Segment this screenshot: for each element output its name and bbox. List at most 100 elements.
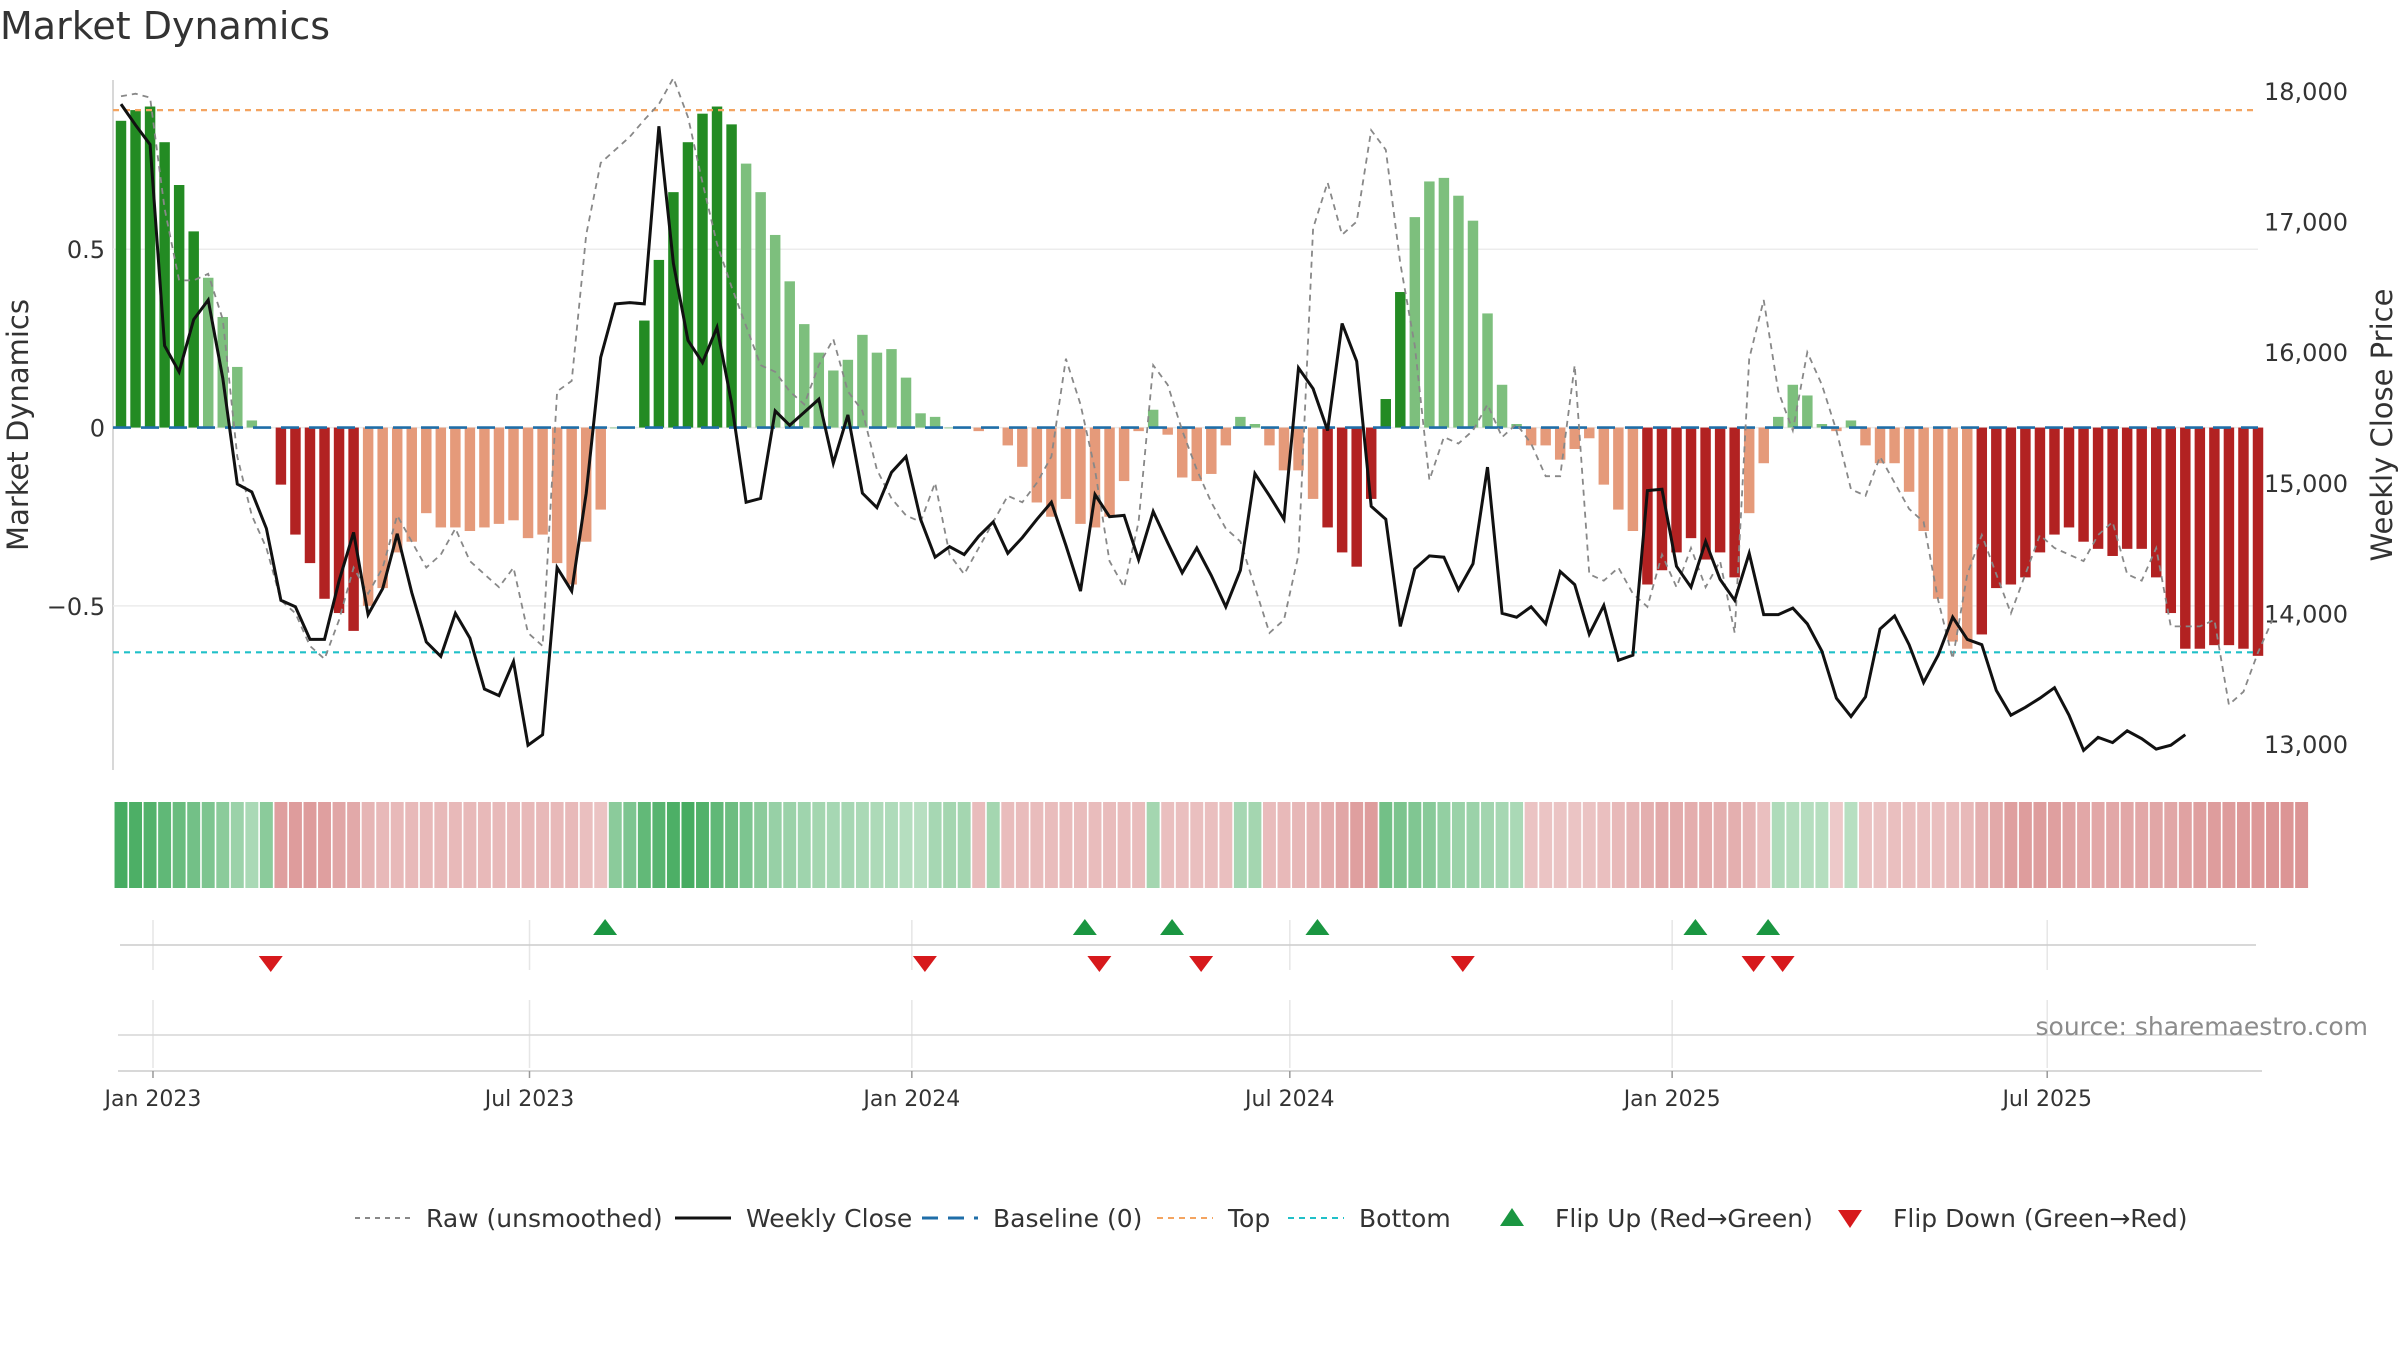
bar-110 [1714, 427, 1726, 553]
flip-up-marker-1 [1072, 919, 1097, 935]
bar-128 [1976, 427, 1988, 635]
strip-cell-49 [826, 802, 840, 888]
strip-cell-25 [477, 802, 491, 888]
strip-cell-139 [2135, 802, 2149, 888]
bar-19 [391, 427, 403, 553]
strip-cell-66 [1074, 802, 1087, 888]
bar-97 [1525, 427, 1537, 446]
strip-cell-118 [1829, 802, 1843, 888]
strip-cell-137 [2106, 802, 2120, 888]
source-text: source: sharemaestro.com [2036, 1012, 2369, 1041]
bar-26 [493, 427, 505, 524]
flip-down-marker-3 [1189, 956, 1214, 972]
strip-cell-96 [1510, 802, 1524, 888]
bar-131 [2020, 427, 2031, 578]
bar-89 [1409, 217, 1421, 428]
bar-93 [1467, 220, 1479, 428]
strip-cell-0 [114, 802, 128, 888]
raw-series-line [120, 75, 2274, 707]
right-tick-label-4: 14,000 [2264, 600, 2348, 628]
bar-44 [755, 192, 766, 428]
strip-cell-36 [637, 802, 651, 888]
strip-cell-105 [1640, 802, 1654, 888]
strip-cell-59 [972, 802, 986, 888]
strip-cell-14 [318, 802, 331, 888]
bar-9 [246, 420, 258, 428]
strip-cell-124 [1917, 802, 1931, 888]
strip-cell-40 [696, 802, 709, 888]
bar-126 [1947, 427, 1958, 642]
strip-cell-47 [797, 802, 811, 888]
bar-119 [1845, 420, 1857, 428]
strip-cell-43 [739, 802, 753, 888]
strip-cell-119 [1844, 802, 1858, 888]
strip-cell-62 [1015, 802, 1029, 888]
strip-cell-3 [158, 802, 172, 888]
strip-cell-81 [1292, 802, 1305, 888]
strip-cell-103 [1611, 802, 1625, 888]
legend-label-4: Bottom [1359, 1204, 1451, 1233]
bar-127 [1962, 427, 1973, 649]
bar-57 [944, 427, 955, 429]
strip-cell-106 [1655, 802, 1669, 888]
strip-cell-61 [1001, 802, 1015, 888]
strip-cell-131 [2018, 802, 2032, 888]
bar-67 [1089, 427, 1101, 528]
strip-cell-51 [855, 802, 869, 888]
flip-down-marker-5 [1741, 956, 1766, 972]
bar-12 [290, 427, 301, 535]
legend-item-2: Baseline (0) [922, 1204, 1142, 1233]
bar-88 [1395, 292, 1406, 428]
bar-62 [1017, 427, 1028, 467]
strip-cell-99 [1553, 802, 1567, 888]
strip-cell-86 [1364, 802, 1378, 888]
y-axis-label-right: Weekly Close Price [2365, 289, 2399, 562]
bar-79 [1264, 427, 1275, 446]
right-tick-label-0: 18,000 [2264, 78, 2348, 106]
bar-61 [1002, 427, 1014, 446]
bar-55 [915, 413, 926, 428]
strip-cell-17 [361, 802, 375, 888]
bar-129 [1991, 427, 2002, 589]
strip-cell-94 [1481, 802, 1494, 888]
strip-cell-95 [1495, 802, 1509, 888]
strip-cell-16 [347, 802, 361, 888]
chart-title: Market Dynamics [0, 4, 331, 48]
flip-up-marker-3 [1305, 919, 1330, 935]
strip-cell-5 [187, 802, 201, 888]
bar-76 [1220, 427, 1232, 446]
bar-33 [595, 427, 606, 510]
bar-121 [1874, 427, 1886, 464]
strip-cell-13 [303, 802, 317, 888]
bar-141 [2165, 427, 2177, 614]
strip-cell-32 [579, 802, 593, 888]
strip-cell-121 [1873, 802, 1887, 888]
bar-22 [435, 427, 447, 528]
bar-1 [130, 110, 141, 428]
bar-92 [1453, 195, 1464, 428]
strip-cell-128 [1975, 802, 1989, 888]
strip-cell-54 [899, 802, 913, 888]
strip-cell-6 [201, 802, 215, 888]
strip-cell-116 [1800, 802, 1814, 888]
bar-133 [2049, 427, 2060, 535]
bar-142 [2180, 427, 2191, 649]
strip-cell-91 [1437, 802, 1451, 888]
bar-136 [2092, 427, 2104, 549]
strip-cell-35 [623, 802, 637, 888]
bar-41 [711, 106, 723, 428]
strip-cell-141 [2164, 802, 2178, 888]
bar-54 [900, 377, 912, 428]
bar-50 [842, 359, 854, 428]
strip-cell-10 [259, 802, 273, 888]
strip-cell-42 [725, 802, 739, 888]
bar-25 [479, 427, 490, 528]
strip-cell-20 [405, 802, 419, 888]
strip-cell-52 [870, 802, 884, 888]
bar-147 [2252, 427, 2264, 656]
strip-cell-92 [1451, 802, 1465, 888]
strip-cell-88 [1393, 802, 1407, 888]
strip-cell-145 [2222, 802, 2236, 888]
strip-cell-108 [1684, 802, 1698, 888]
bar-94 [1482, 313, 1493, 428]
